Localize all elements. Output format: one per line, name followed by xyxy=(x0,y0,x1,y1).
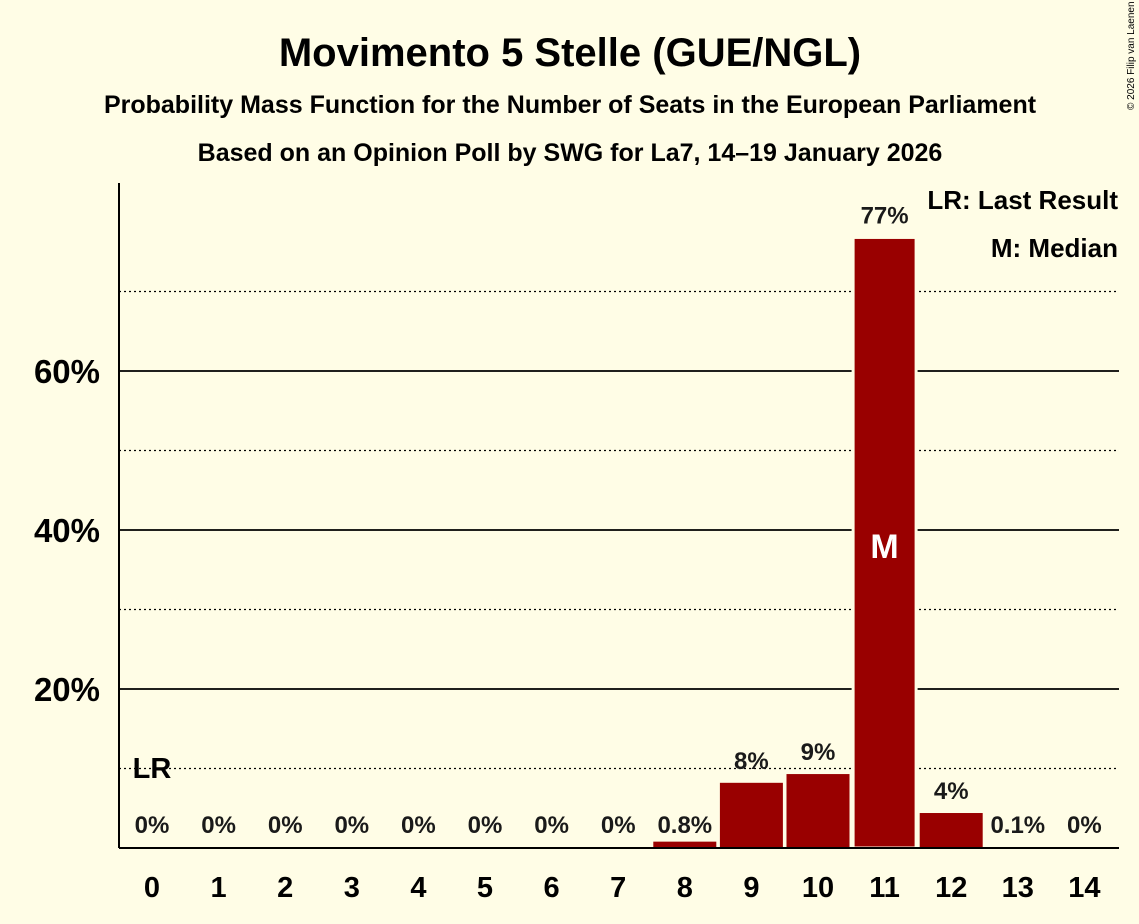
x-tick-label-3: 3 xyxy=(344,872,360,904)
data-label-seats-13: 0.1% xyxy=(990,812,1045,839)
x-tick-label-13: 13 xyxy=(1002,872,1034,904)
bar-seats-12 xyxy=(919,813,983,848)
copyright-note: © 2026 Filip van Laenen xyxy=(1126,1,1137,110)
bar-seats-10 xyxy=(786,774,850,848)
data-label-seats-6: 0% xyxy=(534,812,569,839)
y-tick-label: 40% xyxy=(34,512,100,549)
x-tick-label-8: 8 xyxy=(677,872,693,904)
data-label-seats-10: 9% xyxy=(801,739,836,766)
legend-last-result: LR: Last Result xyxy=(927,185,1118,215)
data-label-seats-11: 77% xyxy=(861,202,909,229)
data-label-seats-0: 0% xyxy=(135,812,170,839)
data-label-seats-3: 0% xyxy=(334,812,369,839)
last-result-marker: LR xyxy=(133,753,172,785)
bar-seats-9 xyxy=(719,782,783,848)
data-label-seats-9: 8% xyxy=(734,748,769,775)
x-tick-label-10: 10 xyxy=(802,872,834,904)
bar-labels: 0% LR 0% 0% 0% 0% 0% 0% 0% 0.8% 8% 9% 77% M 4% 0.1% 0% xyxy=(133,202,1102,839)
y-tick-label: 20% xyxy=(34,671,100,708)
x-tick-label-5: 5 xyxy=(477,872,493,904)
x-tick-label-11: 11 xyxy=(869,872,900,904)
data-label-seats-2: 0% xyxy=(268,812,303,839)
data-label-seats-12: 4% xyxy=(934,778,969,805)
gridlines xyxy=(119,290,1119,770)
x-tick-label-9: 9 xyxy=(743,872,759,904)
x-tick-label-14: 14 xyxy=(1068,872,1100,904)
bar-seats-8 xyxy=(653,841,717,848)
legend-median: M: Median xyxy=(991,233,1118,263)
chart-title: Movimento 5 Stelle (GUE/NGL) xyxy=(279,31,861,75)
data-label-seats-14: 0% xyxy=(1067,812,1102,839)
y-axis-ticks: 20% 40% 60% xyxy=(34,353,100,708)
bar-seats-11 xyxy=(851,235,918,850)
x-axis-ticks: 0 1 2 3 4 5 6 7 8 9 10 11 12 13 14 xyxy=(144,872,1101,904)
x-tick-label-6: 6 xyxy=(544,872,560,904)
x-tick-label-1: 1 xyxy=(211,872,227,904)
x-tick-label-4: 4 xyxy=(410,872,426,904)
x-tick-label-2: 2 xyxy=(277,872,293,904)
data-label-seats-8: 0.8% xyxy=(657,812,712,839)
data-label-seats-5: 0% xyxy=(468,812,503,839)
x-tick-label-12: 12 xyxy=(935,872,967,904)
chart-subtitle: Probability Mass Function for the Number… xyxy=(104,91,1037,119)
data-label-seats-4: 0% xyxy=(401,812,436,839)
y-tick-label: 60% xyxy=(34,353,100,390)
data-label-seats-7: 0% xyxy=(601,812,636,839)
bars xyxy=(653,235,1050,850)
chart-subtitle-source: Based on an Opinion Poll by SWG for La7,… xyxy=(198,139,943,167)
x-tick-label-7: 7 xyxy=(610,872,626,904)
data-label-seats-1: 0% xyxy=(201,812,236,839)
x-tick-label-0: 0 xyxy=(144,872,160,904)
median-marker: M xyxy=(870,528,898,566)
